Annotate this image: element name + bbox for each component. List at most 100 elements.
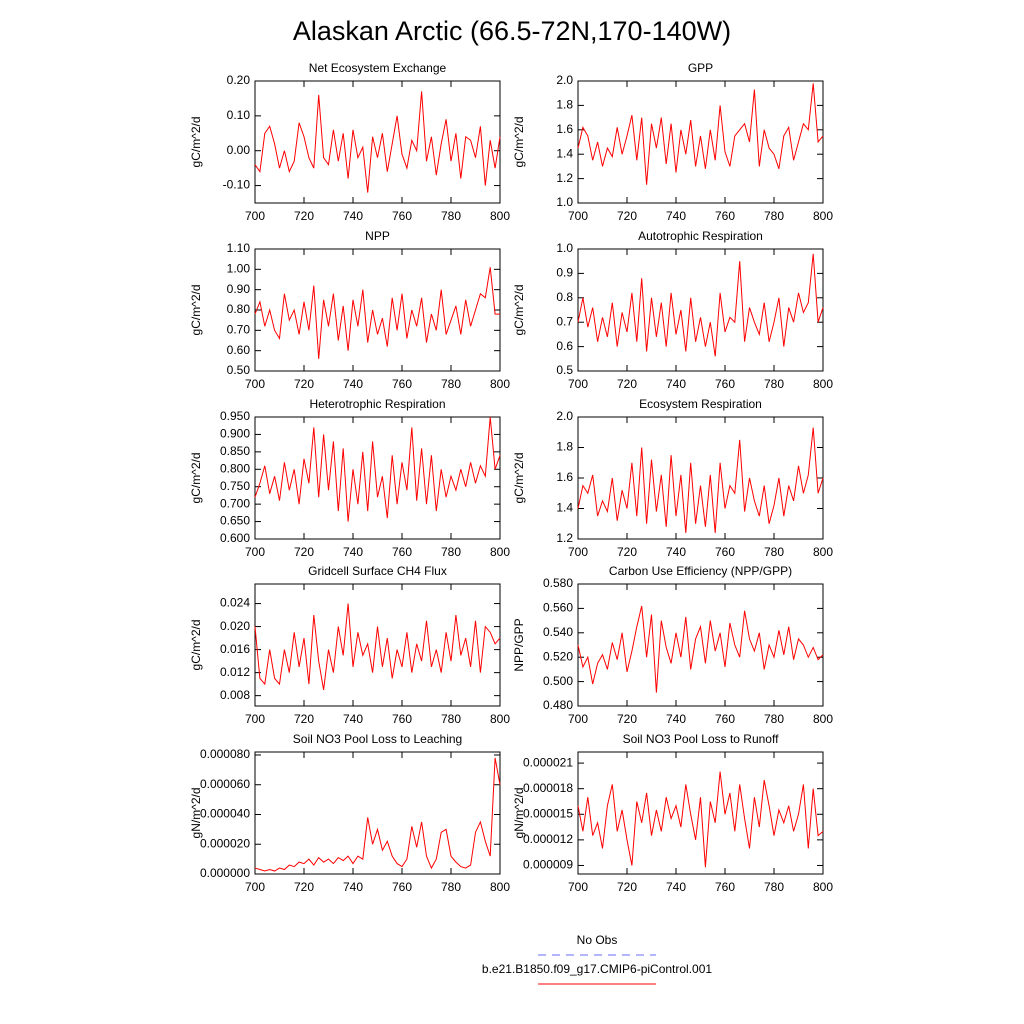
x-tick-label: 720 xyxy=(294,209,314,223)
x-tick-label: 780 xyxy=(441,880,461,894)
y-tick-label: 0.70 xyxy=(227,323,251,337)
series-line xyxy=(577,771,824,868)
x-tick-label: 760 xyxy=(392,209,412,223)
x-tick-label: 720 xyxy=(617,545,637,559)
x-tick-label: 780 xyxy=(764,545,784,559)
x-tick-label: 760 xyxy=(715,880,735,894)
y-tick-label: 0.20 xyxy=(227,73,251,87)
x-tick-label: 700 xyxy=(568,880,588,894)
x-tick-label: 800 xyxy=(490,880,510,894)
series-line xyxy=(577,605,824,693)
y-tick-label: 0.9 xyxy=(556,266,573,280)
series-line xyxy=(254,603,501,690)
plot-frame xyxy=(577,248,824,372)
x-tick-label: 720 xyxy=(294,712,314,726)
x-tick-label: 760 xyxy=(392,377,412,391)
y-tick-label: 1.4 xyxy=(556,146,573,160)
y-tick-label: 0.024 xyxy=(220,596,250,610)
y-axis-label: gN/m^2/d xyxy=(512,788,526,839)
y-axis-label: gC/m^2/d xyxy=(512,117,526,168)
x-tick-label: 700 xyxy=(568,712,588,726)
y-tick-label: 0.500 xyxy=(543,674,573,688)
x-tick-label: 720 xyxy=(617,377,637,391)
legend-label: No Obs xyxy=(577,933,618,947)
y-tick-label: 0.000012 xyxy=(523,832,573,846)
x-tick-label: 760 xyxy=(715,377,735,391)
x-tick-label: 740 xyxy=(343,545,363,559)
panel-title: Net Ecosystem Exchange xyxy=(309,61,447,75)
x-tick-label: 780 xyxy=(441,377,461,391)
y-axis-label: gC/m^2/d xyxy=(512,285,526,336)
y-tick-label: 0.80 xyxy=(227,302,251,316)
x-tick-label: 780 xyxy=(764,880,784,894)
figure-title: Alaskan Arctic (66.5-72N,170-140W) xyxy=(293,16,731,46)
y-tick-label: 1.6 xyxy=(556,470,573,484)
y-axis-label: gC/m^2/d xyxy=(189,117,203,168)
x-tick-label: 780 xyxy=(441,712,461,726)
y-tick-label: 0.020 xyxy=(220,619,250,633)
y-tick-label: 0.750 xyxy=(220,479,250,493)
x-tick-label: 780 xyxy=(764,209,784,223)
legend-label: b.e21.B1850.f09_g17.CMIP6-piControl.001 xyxy=(482,962,712,976)
x-tick-label: 760 xyxy=(715,545,735,559)
y-tick-label: 1.00 xyxy=(227,262,251,276)
y-tick-label: 0.600 xyxy=(220,531,250,545)
y-tick-label: 0.000020 xyxy=(200,836,250,850)
series-line xyxy=(577,83,824,185)
x-tick-label: 720 xyxy=(294,880,314,894)
y-tick-label: 0.000080 xyxy=(200,747,250,761)
x-tick-label: 720 xyxy=(294,377,314,391)
plot-frame xyxy=(577,751,824,875)
plot-frame xyxy=(577,80,824,204)
x-tick-label: 800 xyxy=(490,209,510,223)
y-tick-label: 0.000009 xyxy=(523,858,573,872)
series-line xyxy=(254,267,500,359)
series-line xyxy=(577,427,824,533)
x-tick-label: 700 xyxy=(245,545,265,559)
plot-frame xyxy=(254,751,501,875)
y-tick-label: 0.012 xyxy=(220,665,250,679)
panel-title: Autotrophic Respiration xyxy=(638,229,763,243)
x-tick-label: 700 xyxy=(245,880,265,894)
y-tick-label: 0.560 xyxy=(543,601,573,615)
plot-frame xyxy=(254,80,501,204)
series-line xyxy=(577,253,824,357)
y-tick-label: 1.2 xyxy=(556,531,573,545)
panel-title: Ecosystem Respiration xyxy=(639,397,762,411)
y-tick-label: 0.000021 xyxy=(523,755,573,769)
y-tick-label: -0.10 xyxy=(223,178,251,192)
y-axis-label: NPP/GPP xyxy=(512,618,526,671)
x-tick-label: 760 xyxy=(715,712,735,726)
y-tick-label: 1.6 xyxy=(556,122,573,136)
x-tick-label: 720 xyxy=(617,880,637,894)
y-tick-label: 1.10 xyxy=(227,241,251,255)
panel-title: GPP xyxy=(688,61,713,75)
x-tick-label: 700 xyxy=(568,377,588,391)
x-tick-label: 740 xyxy=(343,209,363,223)
x-tick-label: 760 xyxy=(392,545,412,559)
x-tick-label: 740 xyxy=(666,880,686,894)
x-tick-label: 740 xyxy=(666,209,686,223)
x-tick-label: 800 xyxy=(490,377,510,391)
plot-frame xyxy=(254,416,501,540)
y-tick-label: 0.016 xyxy=(220,642,250,656)
plot-frame xyxy=(254,248,501,372)
x-tick-label: 740 xyxy=(343,712,363,726)
y-tick-label: 0.6 xyxy=(556,339,573,353)
y-tick-label: 0.7 xyxy=(556,314,573,328)
x-tick-label: 800 xyxy=(813,545,833,559)
y-tick-label: 0.90 xyxy=(227,282,251,296)
x-tick-label: 700 xyxy=(245,377,265,391)
series-line xyxy=(254,416,501,522)
x-tick-label: 700 xyxy=(568,545,588,559)
plot-frame xyxy=(577,416,824,540)
y-tick-label: 0.00 xyxy=(227,143,251,157)
plot-frame xyxy=(577,583,824,707)
x-tick-label: 720 xyxy=(617,209,637,223)
x-tick-label: 800 xyxy=(813,880,833,894)
y-tick-label: 0.850 xyxy=(220,444,250,458)
y-tick-label: 0.008 xyxy=(220,688,250,702)
y-tick-label: 2.0 xyxy=(556,409,573,423)
y-tick-label: 0.480 xyxy=(543,698,573,712)
y-axis-label: gN/m^2/d xyxy=(189,788,203,839)
